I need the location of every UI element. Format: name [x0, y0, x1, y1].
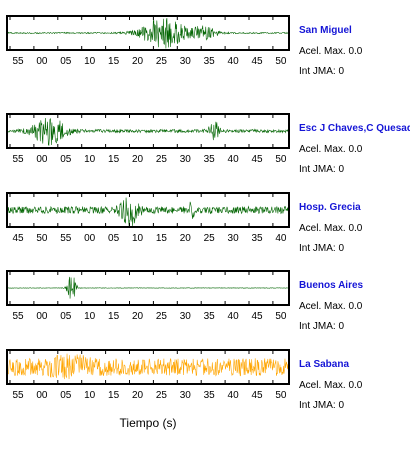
pga-readout: Acel. Max. 0.0	[299, 380, 363, 391]
panel-4: 55 00 05 10 15 20 25 30 35 40 45 50 Buenos Aires Acel…	[6, 270, 364, 332]
jma-readout: Int JMA: 0	[299, 321, 344, 332]
waveform-trace	[6, 353, 290, 380]
waveform-trace	[6, 197, 290, 227]
x-tick-label: 05	[60, 56, 72, 67]
pga-readout: Acel. Max. 0.0	[299, 144, 363, 155]
x-tick-label: 05	[60, 311, 72, 322]
panel-1: 55 00 05 10 15 20 25 30 35 40 45 50 San Miguel Acel. …	[6, 15, 363, 77]
x-tick-label: 45	[251, 311, 263, 322]
x-tick-label: 15	[156, 233, 168, 244]
panel-frame	[6, 113, 290, 149]
x-tick-label: 45	[12, 233, 24, 244]
panel-frame	[6, 270, 290, 306]
pga-readout: Acel. Max. 0.0	[299, 301, 363, 312]
pga-readout: Acel. Max. 0.0	[299, 223, 363, 234]
x-axis-title: Tiempo (s)	[120, 416, 177, 430]
panel-5: 55 00 05 10 15 20 25 30 35 40 45 50 La Sabana Acel. M…	[6, 349, 363, 411]
x-tick-label: 55	[12, 56, 24, 67]
x-tick-label: 30	[180, 390, 192, 401]
x-tick-label: 15	[108, 311, 120, 322]
x-tick-label: 30	[180, 154, 192, 165]
x-tick-label: 40	[228, 390, 240, 401]
panel-frame	[6, 349, 290, 385]
x-tick-label: 50	[275, 154, 287, 165]
x-tick-label: 05	[108, 233, 120, 244]
x-tick-label: 50	[275, 311, 287, 322]
jma-readout: Int JMA: 0	[299, 164, 344, 175]
x-tick-label: 30	[180, 56, 192, 67]
x-tick-label: 30	[228, 233, 240, 244]
x-tick-label: 25	[156, 390, 168, 401]
station-name: Hosp. Grecia	[299, 202, 361, 213]
x-tick-label: 40	[228, 154, 240, 165]
x-tick-label: 55	[12, 390, 24, 401]
x-tick-label: 40	[228, 56, 240, 67]
panel-2: 55 00 05 10 15 20 25 30 35 40 45 50 Esc J Chaves,C Q…	[6, 113, 410, 175]
jma-readout: Int JMA: 0	[299, 243, 344, 254]
x-tick-label: 25	[156, 56, 168, 67]
x-tick-label: 55	[60, 233, 72, 244]
x-tick-label: 10	[84, 56, 96, 67]
pga-readout: Acel. Max. 0.0	[299, 46, 363, 57]
jma-readout: Int JMA: 0	[299, 66, 344, 77]
x-tick-label: 15	[108, 154, 120, 165]
x-tick-label: 40	[275, 233, 287, 244]
x-tick-label: 45	[251, 390, 263, 401]
panel-3: 45 50 55 00 05 10 15 20 25 30 35 40 Hosp. Grecia Acel…	[6, 192, 363, 254]
x-tick-label: 50	[275, 56, 287, 67]
station-name: Esc J Chaves,C Quesada	[299, 123, 410, 134]
x-tick-label: 45	[251, 154, 263, 165]
x-tick-label: 10	[84, 154, 96, 165]
x-tick-label: 20	[132, 390, 144, 401]
x-tick-label: 05	[60, 154, 72, 165]
x-tick-label: 00	[36, 390, 48, 401]
x-tick-label: 55	[12, 311, 24, 322]
x-tick-label: 50	[275, 390, 287, 401]
waveform-trace	[6, 276, 290, 299]
x-tick-label: 25	[204, 233, 216, 244]
x-tick-label: 35	[251, 233, 263, 244]
x-tick-label: 50	[36, 233, 48, 244]
x-tick-label: 55	[12, 154, 24, 165]
station-name: San Miguel	[299, 25, 352, 36]
x-tick-label: 35	[204, 56, 216, 67]
station-name: La Sabana	[299, 359, 349, 370]
x-tick-label: 20	[132, 311, 144, 322]
waveform-trace	[6, 117, 290, 147]
x-tick-label: 15	[108, 390, 120, 401]
x-tick-label: 20	[180, 233, 192, 244]
x-tick-label: 05	[60, 390, 72, 401]
x-tick-label: 15	[108, 56, 120, 67]
x-tick-label: 25	[156, 154, 168, 165]
panel-frame	[6, 15, 290, 51]
x-tick-label: 10	[84, 311, 96, 322]
x-tick-label: 30	[180, 311, 192, 322]
x-tick-label: 10	[84, 390, 96, 401]
x-tick-label: 00	[84, 233, 96, 244]
x-tick-label: 35	[204, 154, 216, 165]
station-name: Buenos Aires	[299, 280, 364, 291]
x-tick-label: 45	[251, 56, 263, 67]
x-tick-label: 40	[228, 311, 240, 322]
x-tick-label: 00	[36, 56, 48, 67]
jma-readout: Int JMA: 0	[299, 400, 344, 411]
panel-frame	[6, 192, 290, 228]
x-tick-label: 25	[156, 311, 168, 322]
x-tick-label: 00	[36, 311, 48, 322]
x-tick-label: 35	[204, 390, 216, 401]
x-tick-label: 35	[204, 311, 216, 322]
x-tick-label: 00	[36, 154, 48, 165]
x-tick-label: 20	[132, 56, 144, 67]
x-tick-label: 10	[132, 233, 144, 244]
waveform-trace	[6, 18, 290, 49]
x-tick-label: 20	[132, 154, 144, 165]
